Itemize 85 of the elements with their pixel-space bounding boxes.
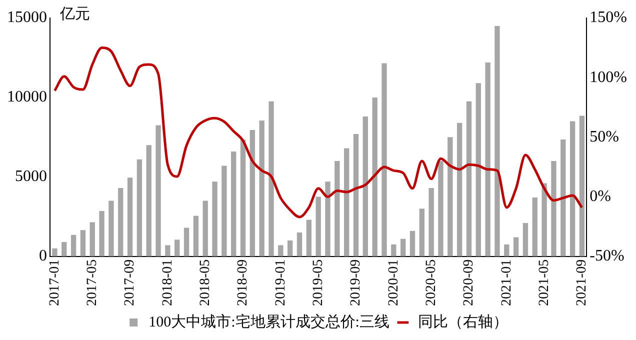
x-tick-label: 2017-09 [122,259,138,306]
line-series [53,46,584,218]
bar [362,116,368,256]
bar [231,151,236,256]
bar [52,248,58,256]
bar [494,26,500,256]
bar [391,244,396,256]
x-tick-label: 2018-05 [198,259,214,306]
bar [456,122,462,256]
bar [334,161,340,256]
y2-tick-label: 0% [590,188,611,205]
bar [70,234,76,256]
bar [212,182,218,256]
bar [278,245,284,256]
bar [222,166,227,256]
x-tick-label: 2021-09 [574,259,590,306]
y2-tick-label: 100% [590,68,627,86]
x-tick-label: 2019-09 [348,259,364,306]
x-tick-label: 2020-01 [386,259,402,306]
bar [156,125,161,256]
bar [382,63,387,256]
bar [316,196,321,256]
bar [184,228,190,256]
bar [174,240,180,256]
bar [410,230,416,256]
y2-tick-label: 150% [590,9,627,26]
bar [250,130,256,256]
bar [504,244,510,256]
bar [551,161,556,256]
bar [165,245,170,256]
bar [62,242,67,256]
x-tick-label: 2017-05 [85,259,100,306]
bar [193,216,199,256]
bar [344,148,350,256]
bar [259,120,264,256]
bar [90,222,95,256]
y-tick-label: 15000 [7,9,47,26]
bar [353,134,359,256]
bar [136,159,142,256]
bar [466,101,472,256]
x-tick-label: 2018-09 [236,259,251,306]
x-tick-label: 2020-05 [424,259,439,306]
bar [268,101,274,256]
y-axis-title: 亿元 [59,6,90,22]
bar [570,121,576,256]
bar [99,211,104,256]
y2-tick-label: -50% [590,248,624,265]
bar [325,182,330,256]
bar [296,232,302,256]
y-tick-label: 5000 [15,168,47,186]
bar [419,208,424,256]
y2-tick-label: 50% [590,128,619,146]
bar [476,83,481,256]
x-tick-label: 2019-05 [311,259,326,306]
x-tick-label: 2018-01 [160,259,176,306]
bar [240,140,246,256]
bar [448,137,453,256]
bar [532,198,538,256]
bar [306,220,312,256]
bar [522,222,528,256]
bar [288,240,293,256]
bar [202,200,208,256]
bar [127,178,133,256]
bar [80,230,86,256]
y-tick-label: 10000 [7,88,47,106]
bar [542,183,547,256]
bar [485,62,490,256]
bar [560,140,566,256]
bar [438,161,444,256]
x-tick-label: 2019-01 [273,259,288,306]
x-tick-label: 2020-09 [462,259,477,306]
bar [428,188,434,256]
y-tick-label: 0 [39,248,47,265]
bar [146,145,152,256]
legend-label: 同比（右轴） [418,313,508,330]
x-tick-label: 2017-01 [47,259,62,306]
legend-label: 100大中城市:宅地累计成交总价:三线 [148,313,390,330]
bar [118,188,124,256]
x-tick-label: 2021-01 [499,259,514,306]
bar [108,200,114,256]
bar [372,97,378,256]
bar [400,238,406,256]
bar [579,116,585,256]
x-tick-label: 2021-05 [536,259,552,306]
bar [513,237,519,256]
